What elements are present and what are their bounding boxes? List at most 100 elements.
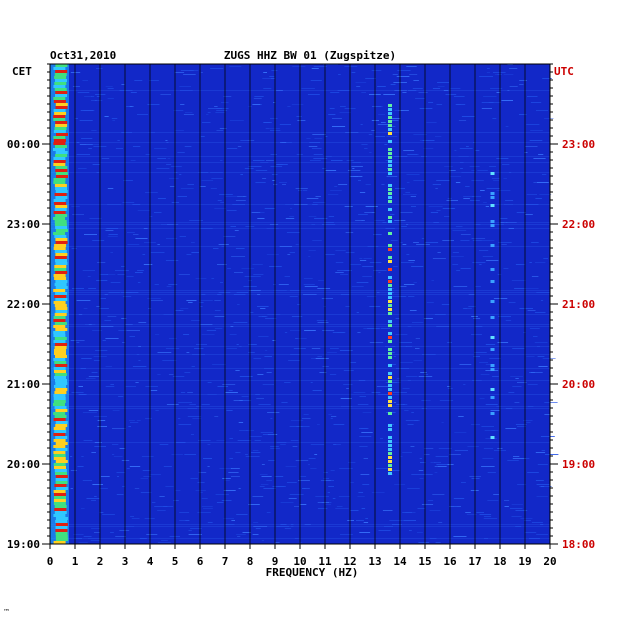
noise-streak (513, 456, 520, 457)
noise-streak (324, 156, 332, 157)
noise-streak (416, 244, 430, 245)
noise-streak (529, 328, 540, 329)
noise-streak (79, 394, 87, 395)
y-tick-label-left: 20:00 (7, 458, 40, 471)
low-frequency-cell (55, 154, 68, 157)
noise-streak (92, 484, 103, 485)
spectral-line-cell (388, 104, 392, 107)
low-frequency-cell (53, 358, 66, 361)
noise-streak (92, 330, 103, 331)
noise-streak (313, 66, 327, 67)
spectral-line-cell (388, 280, 392, 283)
spectral-line-cell (388, 232, 392, 235)
noise-streak (505, 320, 512, 321)
noise-streak (473, 356, 480, 357)
noise-streak (295, 338, 307, 339)
noise-streak (270, 118, 278, 119)
low-frequency-cell (54, 220, 67, 223)
noise-streak (179, 310, 184, 311)
spectral-line-cell (388, 436, 392, 439)
noise-streak (236, 344, 239, 345)
noise-streak (349, 482, 354, 483)
low-frequency-cell (55, 442, 68, 445)
noise-streak (187, 392, 193, 393)
noise-streak (271, 70, 278, 71)
low-frequency-cell (53, 325, 66, 328)
low-frequency-cell (53, 433, 66, 436)
noise-streak (257, 374, 264, 375)
noise-streak (82, 480, 92, 481)
low-frequency-cell (55, 70, 68, 73)
noise-streak (539, 194, 552, 195)
noise-streak (167, 158, 171, 159)
noise-streak (493, 494, 499, 495)
noise-streak (542, 358, 556, 359)
noise-streak (438, 522, 443, 523)
noise-streak (408, 260, 415, 261)
noise-streak (454, 150, 457, 151)
noise-streak (257, 218, 265, 219)
noise-streak (442, 240, 454, 241)
noise-streak (382, 510, 393, 511)
spectral-line-cell (388, 384, 392, 387)
noise-streak (369, 342, 384, 343)
noise-streak (70, 488, 73, 489)
noise-streak (492, 376, 499, 377)
noise-streak (186, 352, 190, 353)
noise-streak (220, 160, 223, 161)
noise-streak (525, 146, 538, 147)
noise-streak (452, 230, 467, 231)
noise-streak (471, 478, 480, 479)
noise-streak (189, 220, 203, 221)
noise-streak (343, 370, 354, 371)
noise-streak (525, 214, 533, 215)
noise-streak (261, 316, 268, 317)
noise-streak (405, 346, 413, 347)
noise-streak (397, 70, 411, 71)
noise-streak (418, 470, 424, 471)
noise-streak (393, 402, 397, 403)
noise-streak (468, 294, 475, 295)
low-frequency-cell (53, 109, 66, 112)
noise-streak (281, 402, 288, 403)
noise-streak (472, 380, 482, 381)
chart-title: ZUGS HHZ BW 01 (Zugspitze) (224, 49, 396, 62)
low-frequency-cell (54, 82, 67, 85)
noise-streak (479, 76, 493, 77)
noise-streak (315, 496, 329, 497)
noise-streak (173, 172, 178, 173)
noise-streak (100, 326, 114, 327)
noise-streak (387, 120, 399, 121)
noise-streak (429, 538, 437, 539)
noise-streak (361, 432, 373, 433)
noise-streak (257, 294, 261, 295)
noise-streak (131, 518, 140, 519)
noise-streak (430, 212, 439, 213)
noise-streak (115, 536, 126, 537)
noise-streak (255, 394, 260, 395)
noise-streak (527, 406, 534, 407)
noise-streak (199, 492, 203, 493)
noise-streak (506, 222, 517, 223)
noise-streak (225, 392, 238, 393)
spectral-line-cell (388, 380, 392, 383)
low-frequency-cell (54, 250, 67, 253)
noise-streak (392, 524, 402, 525)
noise-streak (70, 470, 77, 471)
noise-streak (360, 124, 363, 125)
noise-streak (99, 274, 109, 275)
noise-streak (406, 174, 420, 175)
spectral-line-cell (388, 324, 392, 327)
noise-streak (273, 290, 287, 291)
noise-streak (149, 474, 161, 475)
noise-streak (280, 524, 287, 525)
noise-streak (405, 192, 411, 193)
noise-streak (359, 436, 372, 437)
low-frequency-cell (53, 178, 66, 181)
noise-streak (220, 282, 223, 283)
noise-streak (252, 450, 259, 451)
spectral-line-cell (388, 120, 392, 123)
noise-streak (526, 422, 531, 423)
noise-streak (236, 514, 248, 515)
noise-streak (527, 310, 536, 311)
